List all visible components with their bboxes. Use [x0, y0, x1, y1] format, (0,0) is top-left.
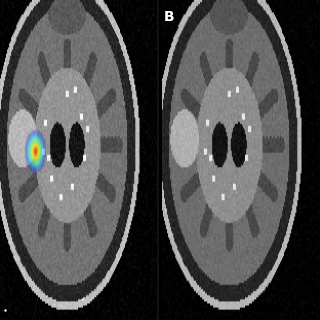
Text: B: B [164, 10, 174, 24]
